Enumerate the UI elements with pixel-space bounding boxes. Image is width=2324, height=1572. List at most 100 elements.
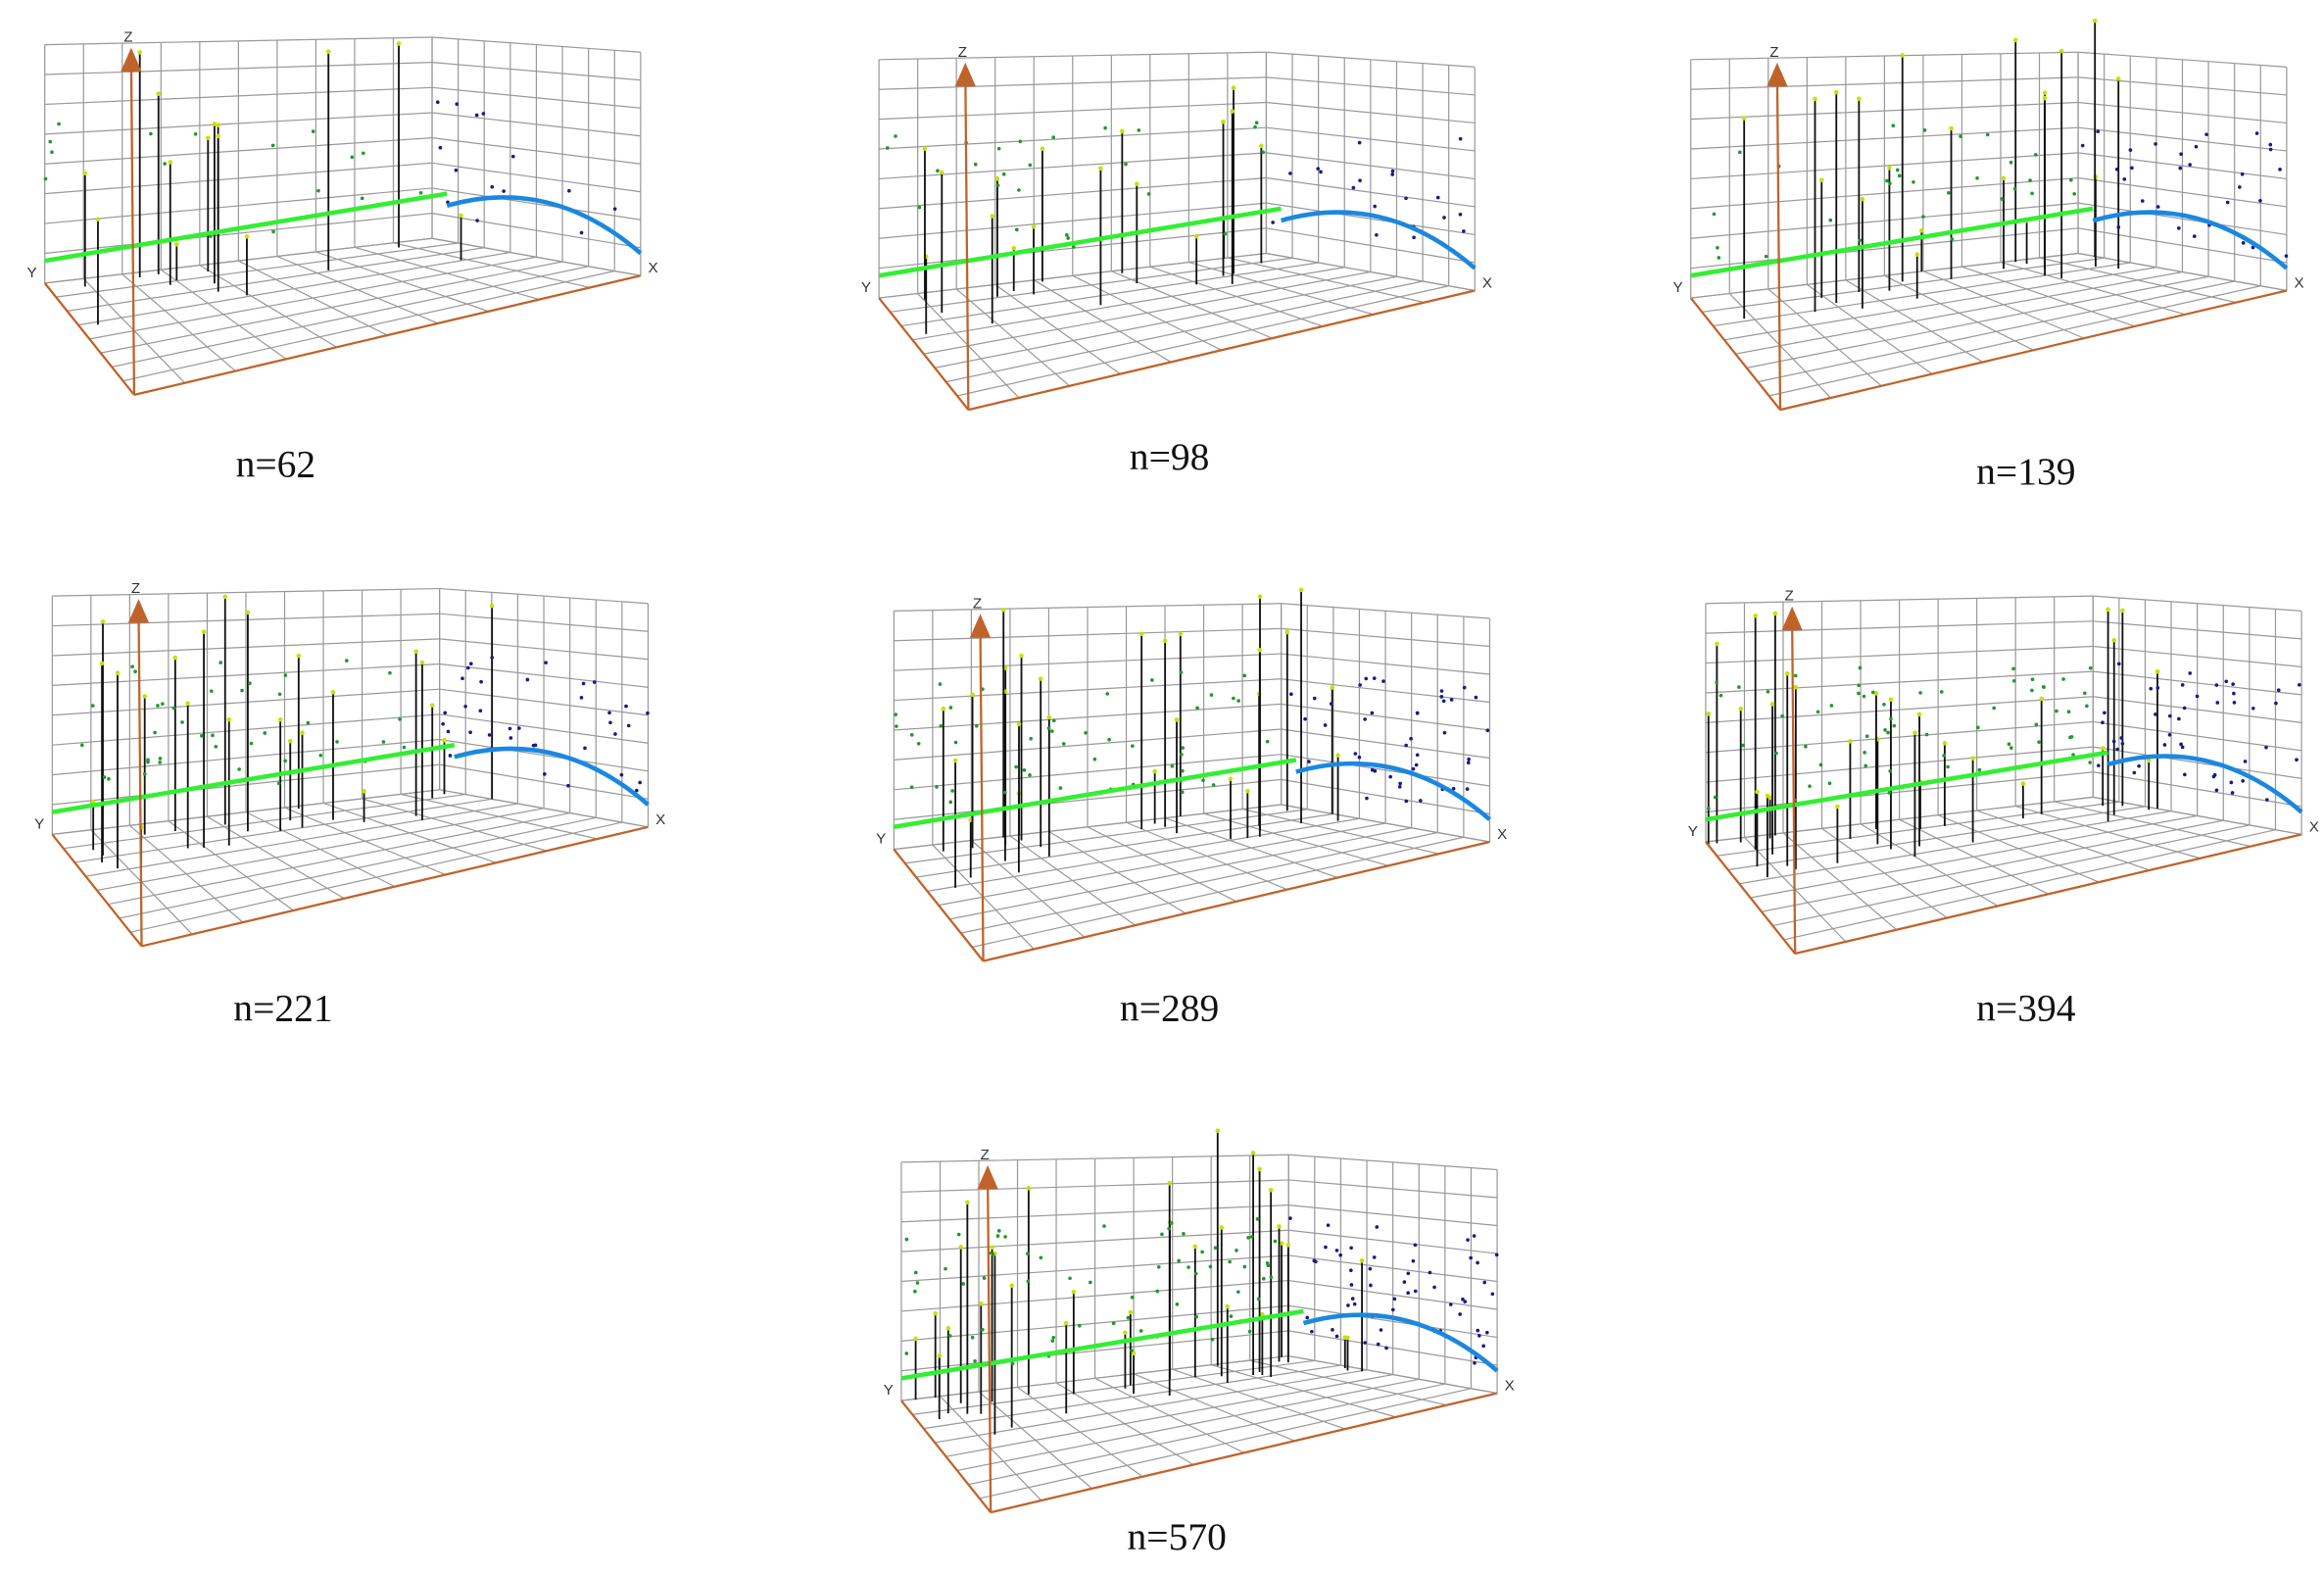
dot [1026,1252,1030,1256]
dot [1003,1235,1007,1239]
dot [1357,755,1362,760]
dot [478,709,483,713]
dot [1388,774,1392,779]
dot [1249,1235,1254,1239]
grid-line [1772,824,2251,927]
grid-line [927,817,1360,892]
dot [402,745,407,750]
dot [1316,167,1321,171]
dot [1246,1235,1250,1240]
axis-z-arrow [1781,606,1803,631]
axis-label-z: Z [1785,588,1794,605]
dot [1857,683,1862,688]
stem-tip [1912,730,1917,736]
dot [2120,741,2125,746]
dot [1467,757,1471,761]
grid-line [2077,152,2287,180]
dot [1349,1246,1353,1251]
dot [180,720,184,724]
stem-tip [1769,702,1775,707]
dot [2284,254,2289,259]
dot [1918,691,1922,695]
trend-panel: Z Y X [34,580,665,948]
trend-line-xz [446,195,643,256]
dot [646,711,650,715]
axis-label-z: Z [131,580,140,597]
dot [1413,1289,1418,1294]
stem-tip [95,217,101,222]
dot [1737,150,1742,155]
grid-line [67,247,485,312]
stem-tip [1772,611,1778,616]
stem-tip [1026,1185,1032,1191]
dot [1766,689,1770,694]
grid-line [108,811,570,906]
grid-line [2077,202,2287,236]
dot [1305,1315,1310,1320]
grid-line [1266,152,1476,180]
dot [1886,730,1890,735]
grid-line [1288,1254,1498,1283]
dot [1289,692,1293,697]
dot [418,190,423,195]
dot [57,122,61,126]
dot [2251,706,2255,711]
grid-line [52,638,440,657]
dot [2011,666,2015,671]
dot [2182,706,2187,711]
dot [1384,1346,1388,1351]
stem-tip [1245,788,1250,794]
dot [1131,744,1135,749]
dot [1390,172,1394,176]
axis-label-x: X [1497,826,1507,843]
stem-tip [1755,789,1760,795]
axis-y [1689,297,1781,411]
dot [1975,175,1979,180]
dot [1715,680,1719,685]
dot [1138,1329,1143,1333]
dot [894,134,897,138]
dot [991,1253,995,1256]
dot [1370,711,1375,715]
dot [1883,727,1887,732]
dot [1014,227,1019,232]
dot [2188,671,2193,675]
dot [1713,795,1718,800]
dot [1169,1221,1174,1225]
dot [1105,692,1110,696]
dot [249,741,254,746]
axis-label-z: Z [958,44,967,61]
stem-tip [994,176,1000,181]
dot [479,679,483,684]
grid-line [1288,1204,1498,1227]
dot [1741,743,1745,748]
dot [635,788,639,793]
dot [2243,760,2248,763]
dot [142,771,147,776]
grid-line [431,112,641,137]
dot [2009,160,2013,165]
dot [916,741,921,746]
dot [2258,198,2262,203]
axis-label-x: X [655,811,665,828]
dot [2295,758,2299,762]
dot [894,712,898,716]
stem-tip [940,170,944,175]
grid-line [44,162,433,195]
stem-tip [1914,252,1920,257]
dot [1889,716,1893,721]
dot [463,704,467,709]
grid-line [431,62,641,81]
dot [1181,746,1185,750]
dot [583,746,587,751]
dot [1818,762,1823,767]
stem-tip [1221,119,1226,124]
dot [2028,178,2032,182]
dot [982,1276,987,1280]
stem-tip [1818,177,1824,182]
dot [316,188,320,193]
dot [1242,1264,1247,1269]
dot [2128,148,2133,152]
dot [1111,1321,1116,1326]
dot [2154,142,2157,146]
